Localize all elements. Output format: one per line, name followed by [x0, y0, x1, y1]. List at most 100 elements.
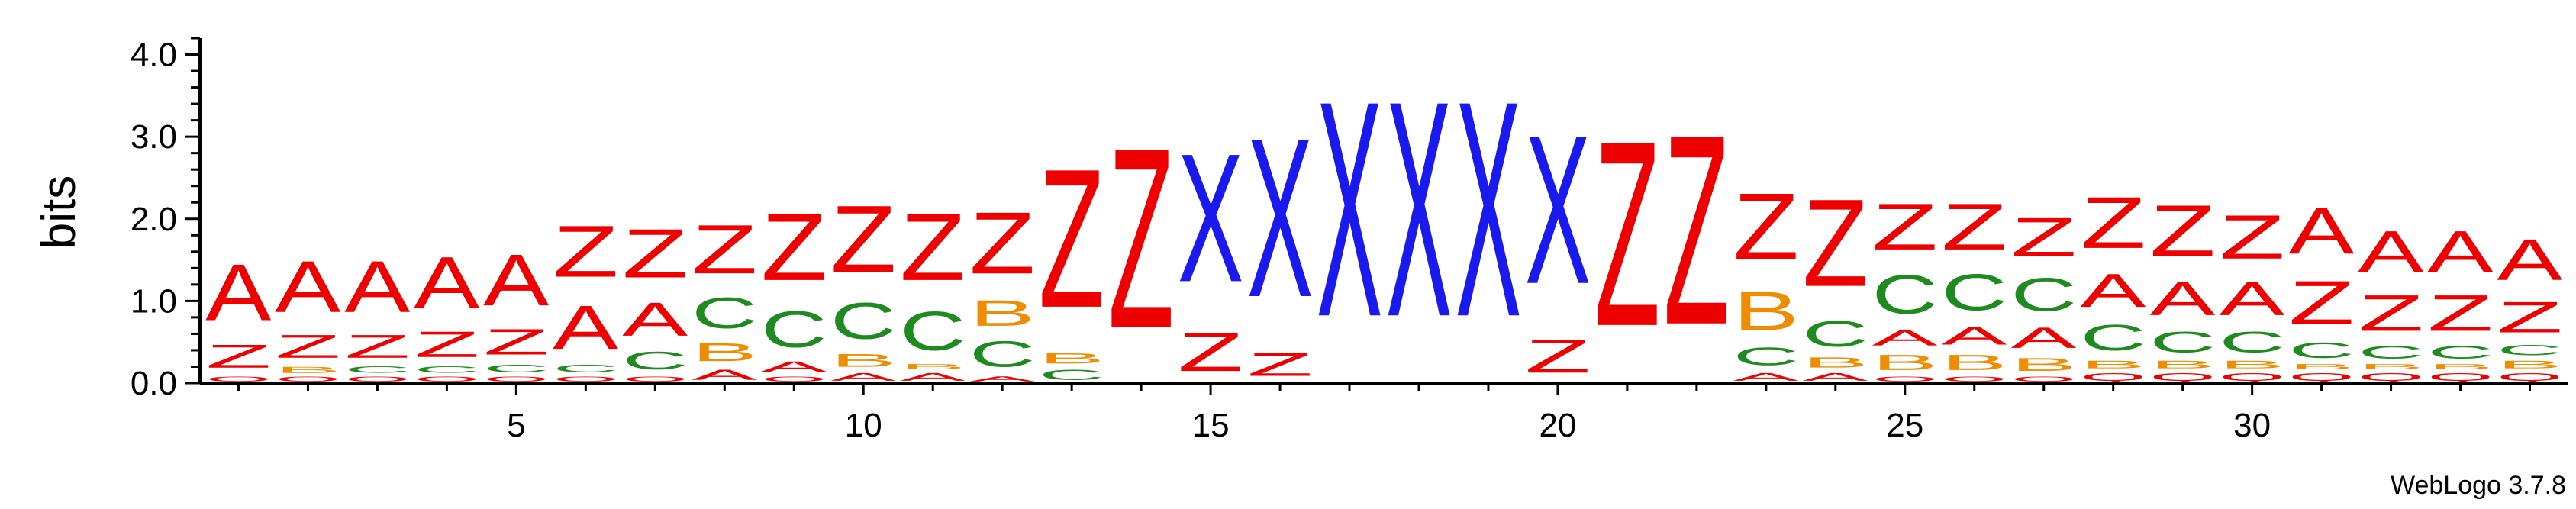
- logo-glyph-B-pos-13: B: [1039, 350, 1104, 367]
- logo-glyph-B-pos-12: B: [969, 293, 1035, 334]
- logo-glyph-Q-pos-6: Q: [553, 375, 618, 383]
- logo-glyph-A-pos-29: A: [2149, 272, 2216, 326]
- logo-glyph-A-pos-27: A: [2011, 322, 2078, 355]
- x-tick-label: 20: [1539, 407, 1576, 444]
- logo-glyph-C-pos-8: C: [692, 288, 757, 337]
- logo-glyph-B-pos-31: B: [2288, 362, 2354, 371]
- logo-glyph-B-pos-30: B: [2219, 359, 2284, 371]
- logo-glyph-C-pos-25: C: [1872, 264, 1938, 325]
- logo-glyph-C-pos-30: C: [2219, 326, 2284, 359]
- logo-glyph-layer: QZAQBZAQCZAQCZAQCZAQCAZQCAZABCZQACZABCZA…: [205, 37, 2562, 383]
- logo-glyph-C-pos-6: C: [553, 362, 618, 375]
- logo-glyph-A-pos-9: A: [761, 359, 827, 375]
- logo-glyph-Z-pos-3: Z: [344, 328, 410, 365]
- y-tick-label: 1.0: [131, 282, 177, 320]
- logo-glyph-B-pos-26: B: [1942, 350, 2007, 375]
- logo-glyph-A-pos-12: A: [969, 375, 1035, 383]
- logo-glyph-C-pos-11: C: [900, 301, 966, 362]
- logo-glyph-A-pos-7: A: [622, 293, 688, 346]
- logo-glyph-Q-pos-7: Q: [622, 375, 688, 383]
- logo-glyph-X-pos-20: X: [1525, 91, 1591, 329]
- logo-glyph-Z-pos-22: Z: [1664, 79, 1730, 382]
- logo-glyph-Z-pos-26: Z: [1942, 190, 2007, 264]
- logo-glyph-A-pos-23: A: [1733, 371, 1800, 383]
- weblogo-credit: WebLogo 3.7.8: [2391, 471, 2566, 500]
- logo-glyph-A-pos-10: A: [830, 371, 897, 383]
- logo-glyph-Q-pos-9: Q: [761, 375, 827, 383]
- logo-glyph-Q-pos-3: Q: [344, 375, 410, 383]
- logo-glyph-A-pos-1: A: [205, 247, 271, 337]
- logo-glyph-B-pos-27: B: [2011, 354, 2077, 375]
- x-tick-label: 15: [1192, 407, 1230, 444]
- logo-glyph-B-pos-28: B: [2080, 359, 2146, 371]
- logo-glyph-X-pos-17: X: [1317, 37, 1382, 381]
- logo-glyph-C-pos-33: C: [2427, 342, 2493, 362]
- logo-glyph-A-pos-33: A: [2427, 219, 2493, 284]
- logo-glyph-Q-pos-28: Q: [2080, 371, 2146, 383]
- logo-glyph-C-pos-23: C: [1733, 342, 1799, 371]
- y-tick-label: 0.0: [131, 365, 177, 402]
- logo-glyph-Z-pos-15: Z: [1178, 321, 1243, 383]
- logo-glyph-A-pos-30: A: [2219, 272, 2285, 326]
- logo-glyph-Q-pos-34: Q: [2497, 371, 2562, 383]
- logo-glyph-Q-pos-29: Q: [2149, 371, 2215, 383]
- logo-glyph-C-pos-27: C: [2011, 269, 2077, 321]
- logo-glyph-A-pos-32: A: [2358, 219, 2423, 284]
- logo-glyph-B-pos-2: B: [275, 365, 340, 375]
- logo-glyph-A-pos-24: A: [1803, 371, 1869, 383]
- logo-glyph-C-pos-12: C: [969, 333, 1035, 375]
- logo-glyph-Z-pos-28: Z: [2080, 182, 2146, 263]
- logo-glyph-B-pos-8: B: [692, 338, 757, 367]
- logo-glyph-Q-pos-32: Q: [2358, 371, 2423, 383]
- logo-glyph-B-pos-23: B: [1733, 281, 1799, 342]
- y-tick-label: 2.0: [131, 201, 177, 238]
- logo-glyph-X-pos-16: X: [1247, 90, 1313, 344]
- y-axis-ticks: 0.0 1.0 2.0 3.0 4.0: [131, 37, 200, 402]
- logo-glyph-Z-pos-29: Z: [2149, 190, 2215, 272]
- logo-glyph-Z-pos-7: Z: [622, 214, 688, 292]
- logo-glyph-Z-pos-9: Z: [761, 195, 827, 301]
- logo-glyph-B-pos-11: B: [900, 362, 966, 371]
- logo-glyph-Z-pos-4: Z: [414, 324, 479, 366]
- logo-glyph-Q-pos-26: Q: [1942, 375, 2007, 383]
- logo-glyph-Z-pos-10: Z: [830, 186, 896, 292]
- logo-glyph-A-pos-6: A: [553, 292, 618, 362]
- x-tick-label: 5: [507, 407, 525, 444]
- logo-glyph-Z-pos-31: Z: [2288, 268, 2354, 337]
- logo-glyph-Z-pos-14: Z: [1108, 94, 1174, 382]
- logo-glyph-Z-pos-34: Z: [2497, 292, 2562, 342]
- x-tick-label: 30: [2233, 407, 2271, 444]
- logo-glyph-Z-pos-2: Z: [275, 328, 340, 365]
- logo-glyph-Q-pos-25: Q: [1872, 375, 1938, 383]
- logo-glyph-C-pos-28: C: [2080, 317, 2146, 359]
- logo-glyph-A-pos-31: A: [2288, 195, 2355, 268]
- y-tick-label: 3.0: [131, 118, 177, 156]
- logo-glyph-A-pos-4: A: [414, 242, 479, 324]
- logo-glyph-B-pos-25: B: [1872, 350, 1938, 375]
- logo-glyph-C-pos-24: C: [1803, 314, 1868, 355]
- logo-glyph-B-pos-29: B: [2149, 359, 2215, 371]
- logo-glyph-C-pos-29: C: [2149, 326, 2215, 359]
- logo-glyph-B-pos-24: B: [1803, 354, 1868, 371]
- logo-glyph-A-pos-5: A: [483, 240, 549, 321]
- logo-glyph-C-pos-7: C: [622, 346, 688, 375]
- logo-glyph-Z-pos-1: Z: [205, 338, 271, 375]
- logo-glyph-Z-pos-23: Z: [1733, 174, 1799, 280]
- logo-glyph-Q-pos-31: Q: [2288, 371, 2354, 383]
- logo-glyph-Z-pos-24: Z: [1803, 174, 1868, 313]
- logo-glyph-X-pos-15: X: [1178, 115, 1243, 321]
- logo-glyph-A-pos-3: A: [344, 246, 410, 328]
- logo-glyph-C-pos-31: C: [2288, 338, 2354, 362]
- logo-glyph-Z-pos-16: Z: [1247, 346, 1313, 383]
- logo-glyph-X-pos-18: X: [1386, 37, 1452, 381]
- logo-glyph-Z-pos-20: Z: [1525, 330, 1591, 383]
- logo-glyph-C-pos-9: C: [761, 301, 827, 359]
- logo-glyph-B-pos-10: B: [830, 350, 896, 371]
- logo-glyph-Q-pos-33: Q: [2427, 371, 2493, 383]
- logo-glyph-B-pos-32: B: [2358, 362, 2423, 371]
- logo-glyph-Z-pos-25: Z: [1872, 190, 1938, 264]
- logo-glyph-X-pos-19: X: [1456, 37, 1521, 381]
- logo-glyph-A-pos-2: A: [275, 246, 340, 328]
- logo-glyph-Z-pos-5: Z: [483, 321, 549, 362]
- logo-glyph-Q-pos-27: Q: [2011, 375, 2077, 383]
